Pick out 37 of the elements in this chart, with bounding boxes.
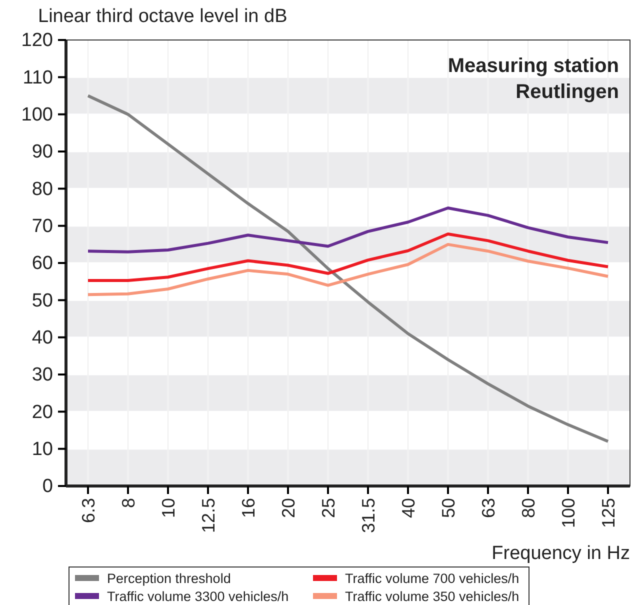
y-axis-title: Linear third octave level in dB [38, 6, 288, 27]
legend-label: Traffic volume 3300 vehicles/h [107, 589, 289, 604]
y-tick-label: 20 [32, 402, 53, 423]
x-tick-label: 63 [478, 498, 498, 518]
x-tick-label: 10 [158, 498, 178, 518]
x-tick-label: 16 [238, 498, 258, 518]
x-tick-label: 40 [398, 498, 418, 518]
y-tick-label: 120 [21, 30, 53, 52]
x-tick-label: 100 [558, 498, 578, 528]
line-series [86, 242, 610, 296]
y-tick-label: 50 [32, 290, 53, 312]
x-tick-label: 20 [278, 498, 298, 518]
y-tick-label: 0 [42, 476, 53, 498]
y-tick-label: 70 [32, 216, 53, 237]
legend-label: Perception threshold [107, 571, 231, 586]
y-tick-label: 10 [32, 438, 53, 460]
y-tick-label: 40 [32, 327, 53, 348]
y-tick-label: 30 [32, 364, 53, 386]
x-tick-label: 80 [518, 498, 538, 518]
x-tick-label: 125 [598, 498, 618, 528]
x-tick-label: 31.5 [358, 498, 378, 534]
x-tick-label: 12.5 [198, 498, 218, 534]
x-tick-label: 50 [438, 498, 458, 518]
x-tick-label: 8 [118, 498, 138, 508]
y-tick-label: 80 [32, 178, 53, 200]
y-tick-label: 60 [32, 253, 53, 274]
line-series [86, 206, 610, 254]
x-tick-label: 6.3 [78, 498, 98, 524]
legend-label: Traffic volume 700 vehicles/h [345, 571, 520, 586]
y-tick-label: 110 [22, 67, 53, 88]
x-tick-label: 25 [318, 498, 338, 518]
text: Measuring station Reutlingen [448, 55, 619, 103]
y-tick-label: 100 [21, 104, 53, 126]
y-tick-label: 90 [32, 142, 53, 163]
legend-label: Traffic volume 350 vehicles/h [345, 589, 520, 604]
x-axis-title: Frequency in Hz [492, 543, 630, 564]
line-series [86, 232, 610, 282]
